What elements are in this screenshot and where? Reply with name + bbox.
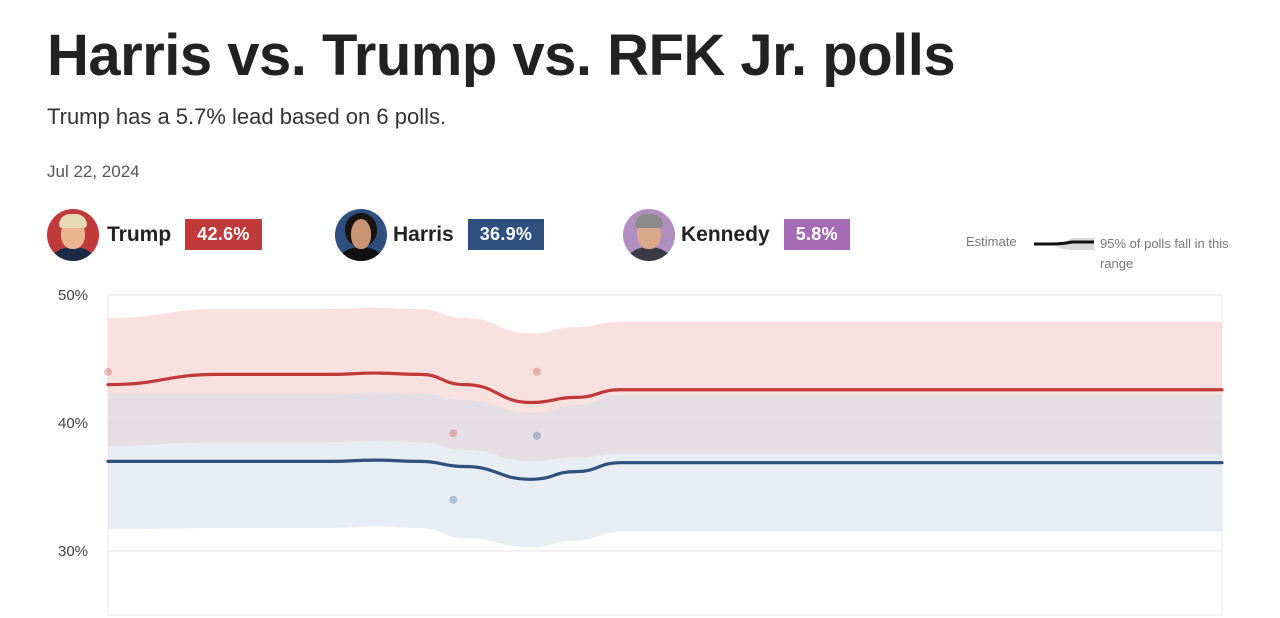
trump-poll-point [104,367,112,376]
chart-title: Harris vs. Trump vs. RFK Jr. polls [47,23,956,88]
trump-avatar [47,208,99,261]
poll-chart: 30% 40% 50% [58,287,1224,616]
y-tick-label: 40% [58,415,88,432]
legend-estimate-swatch [1034,238,1094,250]
candidate-harris: Harris 36.9% [335,207,545,262]
trump-estimate-line [106,371,1224,405]
candidate-name: Kennedy [681,222,770,246]
candidate-kennedy: Kennedy 5.8% [623,207,850,262]
candidate-value-badge: 42.6% [185,219,262,250]
y-tick-label: 50% [58,287,88,304]
candidate-value-badge: 5.8% [783,219,850,250]
candidate-value-badge: 36.9% [467,219,545,250]
legend-estimate-label: Estimate [966,234,1017,249]
harris-range-band [108,392,1222,548]
chart-subtitle: Trump has a 5.7% lead based on 6 polls. [47,104,447,129]
harris-poll-point [449,495,458,504]
harris-avatar [335,208,387,261]
y-tick-label: 30% [58,543,88,560]
trump-poll-point [449,429,458,438]
harris-poll-point [532,431,541,440]
kennedy-avatar [623,208,675,261]
candidate-name: Harris [393,222,454,246]
chart-date: Jul 22, 2024 [47,162,140,181]
trump-poll-point [532,367,541,376]
candidate-trump: Trump 42.6% [47,207,262,262]
candidate-name: Trump [107,222,172,246]
legend-range-label: 95% of polls fall in this range [1100,236,1229,271]
harris-estimate-line [106,458,1224,481]
